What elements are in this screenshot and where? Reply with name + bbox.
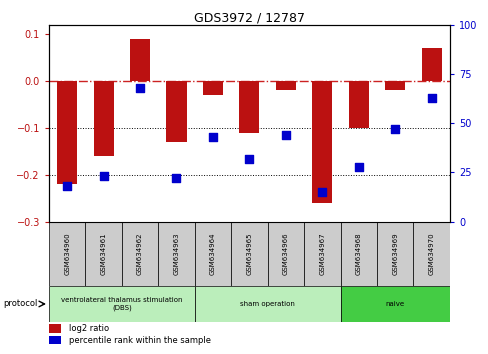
Bar (49, 324, 61, 333)
Bar (385, 81, 405, 90)
Bar (275, 81, 295, 90)
Point (282, 132, 289, 138)
Point (318, 189, 325, 195)
Bar (122, 222, 158, 286)
Point (63, 183, 71, 189)
Point (354, 164, 362, 169)
Bar (304, 222, 340, 286)
Text: GSM634965: GSM634965 (246, 233, 252, 275)
Point (172, 176, 180, 181)
Bar (166, 81, 186, 142)
Bar (376, 222, 412, 286)
Text: GSM634960: GSM634960 (64, 233, 70, 275)
Text: log2 ratio: log2 ratio (69, 324, 109, 333)
Text: GSM634970: GSM634970 (428, 233, 434, 275)
Bar (85, 222, 122, 286)
Text: GSM634968: GSM634968 (355, 233, 361, 275)
Bar (412, 222, 449, 286)
Text: ventrolateral thalamus stimulation
(DBS): ventrolateral thalamus stimulation (DBS) (61, 297, 182, 311)
Point (208, 134, 216, 140)
Text: GSM634969: GSM634969 (391, 233, 397, 275)
Title: GDS3972 / 12787: GDS3972 / 12787 (194, 12, 304, 25)
Point (245, 156, 253, 161)
Point (427, 95, 435, 101)
Bar (312, 81, 332, 203)
Bar (267, 222, 304, 286)
Bar (194, 286, 340, 322)
Bar (57, 81, 77, 184)
Text: GSM634966: GSM634966 (282, 233, 288, 275)
Bar (49, 336, 61, 344)
Bar (421, 48, 441, 81)
Bar (194, 222, 231, 286)
Point (136, 85, 143, 91)
Text: percentile rank within the sample: percentile rank within the sample (69, 336, 210, 345)
Bar (340, 286, 449, 322)
Text: naive: naive (385, 301, 404, 307)
Bar (340, 222, 376, 286)
Text: GSM634962: GSM634962 (137, 233, 142, 275)
Bar (93, 81, 113, 156)
Bar (158, 222, 194, 286)
Bar (239, 81, 259, 133)
Text: GSM634963: GSM634963 (173, 233, 179, 275)
Point (100, 173, 107, 179)
Text: GSM634961: GSM634961 (101, 233, 106, 275)
Bar (49, 286, 194, 322)
Text: GSM634967: GSM634967 (319, 233, 325, 275)
Point (390, 126, 398, 132)
Text: sham operation: sham operation (240, 301, 294, 307)
Bar (231, 222, 267, 286)
Bar (203, 81, 223, 95)
Text: GSM634964: GSM634964 (209, 233, 216, 275)
Bar (49, 222, 85, 286)
Bar (348, 81, 368, 128)
Bar (130, 39, 150, 81)
Text: protocol: protocol (3, 299, 38, 308)
